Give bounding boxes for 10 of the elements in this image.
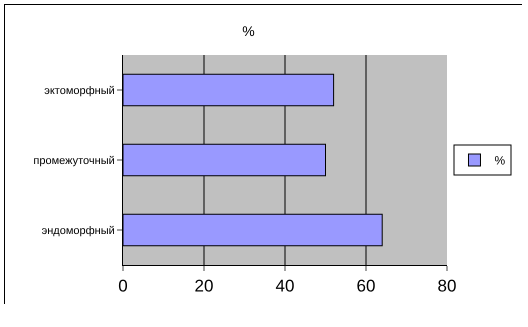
y-tick-label: эндоморфный bbox=[42, 224, 115, 237]
x-tick-label: 40 bbox=[276, 276, 294, 296]
x-tick-label: 0 bbox=[118, 276, 128, 296]
y-tick-label: промежуточный bbox=[33, 154, 115, 167]
y-tick-label: эктоморфный bbox=[44, 84, 115, 97]
legend-label: % bbox=[494, 154, 506, 168]
chart-title: % bbox=[242, 22, 255, 39]
x-tick-label: 20 bbox=[194, 276, 214, 296]
x-tick-label: 60 bbox=[356, 276, 376, 296]
x-tick-label: 80 bbox=[438, 276, 456, 296]
